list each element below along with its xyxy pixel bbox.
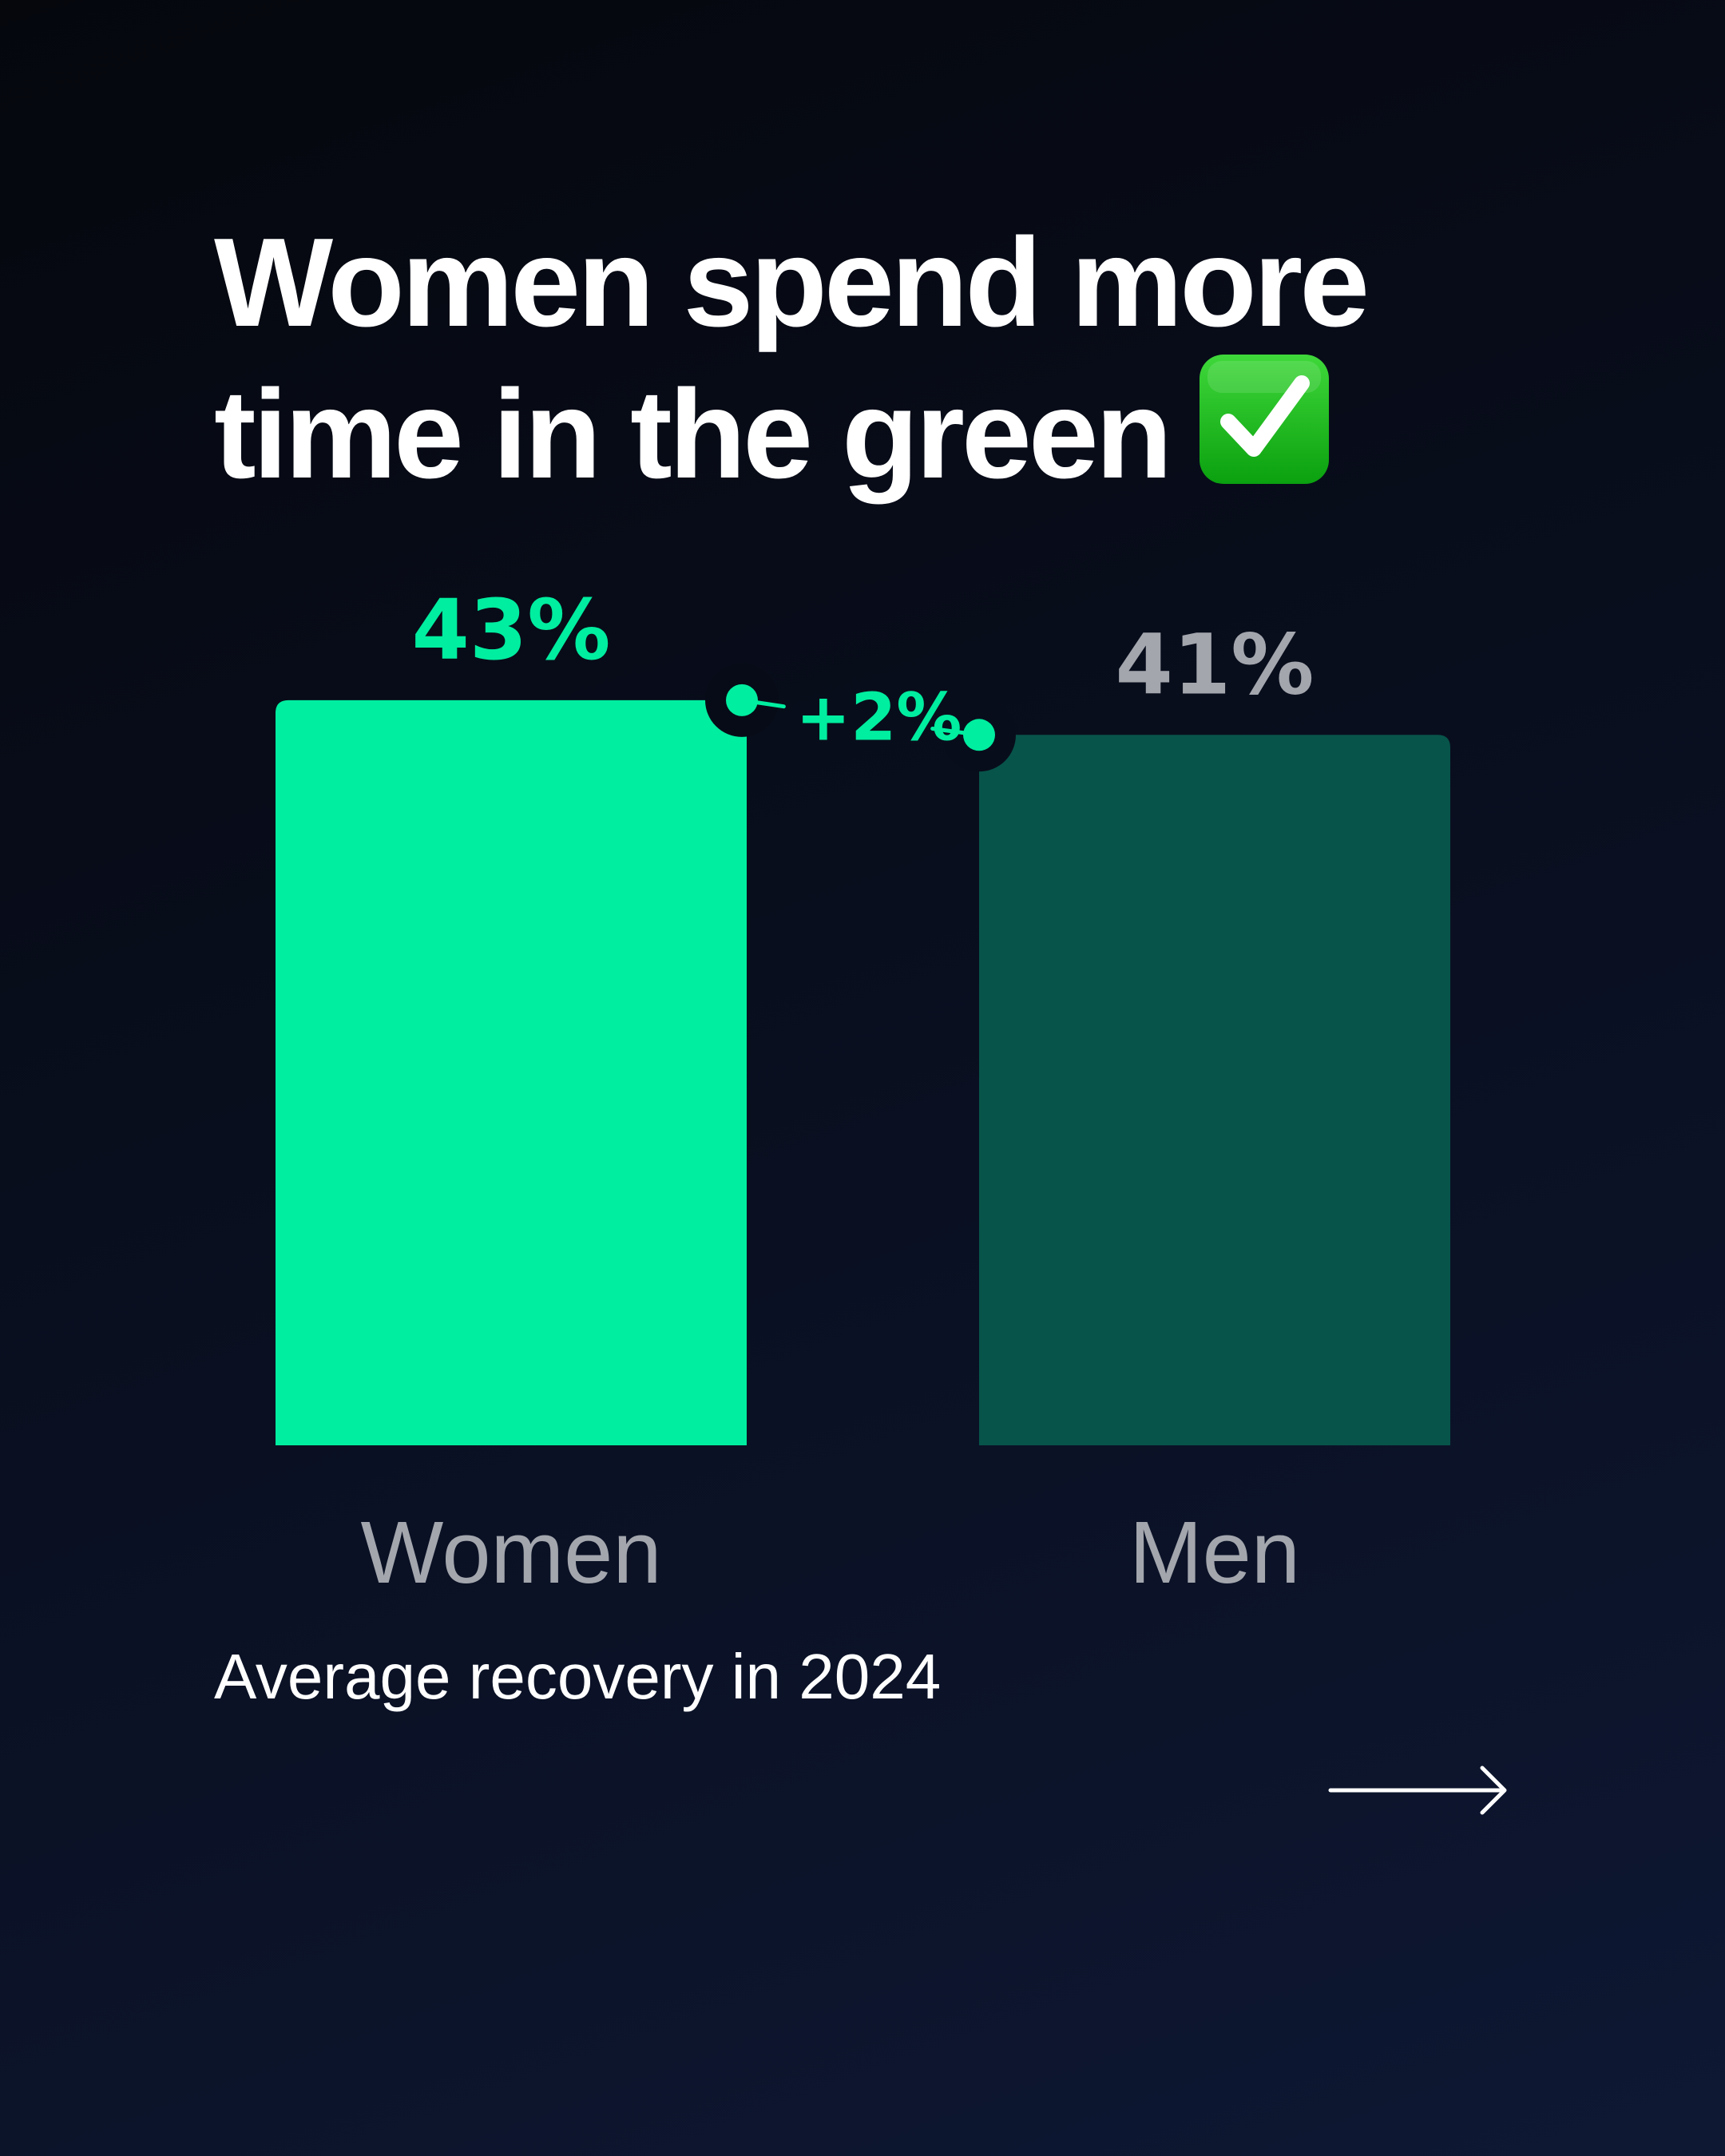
headline-line-2-text: time in the green — [214, 364, 1172, 505]
connector-dot-end — [963, 719, 995, 751]
category-label-men: Men — [1129, 1504, 1300, 1602]
check-mark-button-icon — [1200, 355, 1330, 484]
difference-label: +2% — [796, 680, 962, 756]
connector-dot-start — [726, 684, 758, 716]
headline-line-2: time in the green — [214, 351, 1492, 503]
bar-women — [276, 700, 747, 1445]
category-label-women: Women — [361, 1504, 662, 1602]
arrow-right-icon[interactable] — [1326, 1760, 1514, 1821]
headline: Women spend more time in the green — [214, 214, 1492, 503]
value-label-men: 41% — [1116, 616, 1315, 713]
headline-line-1: Women spend more — [214, 212, 1370, 353]
value-label-women: 43% — [412, 581, 611, 679]
bar-men — [979, 735, 1450, 1445]
chart-caption: Average recovery in 2024 — [214, 1641, 942, 1712]
